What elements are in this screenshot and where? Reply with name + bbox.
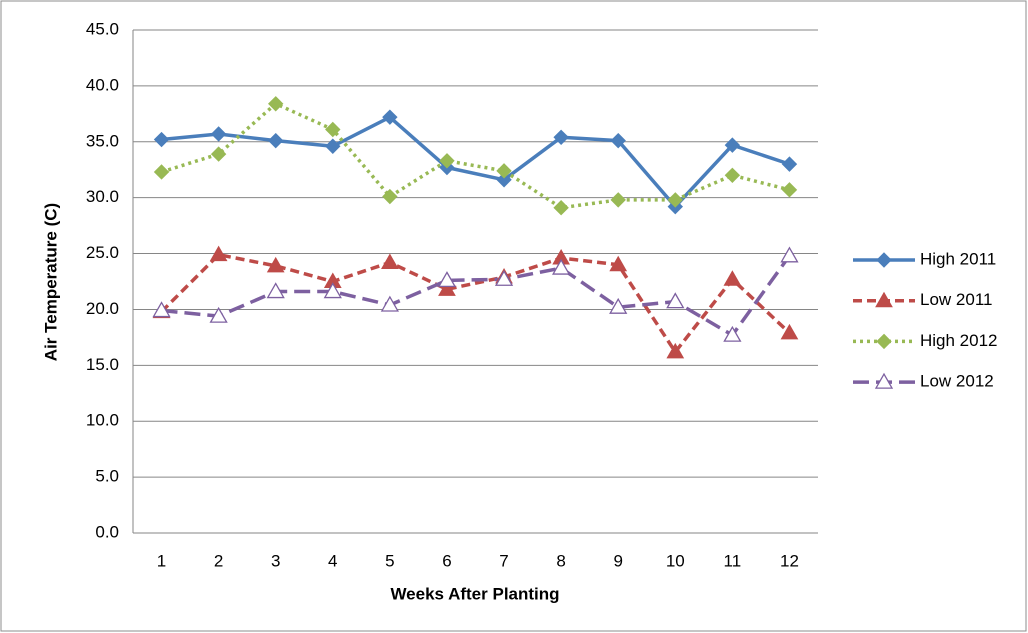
marker [439,153,455,169]
x-tick-label: 8 [556,551,565,570]
x-tick-label: 2 [214,551,223,570]
y-tick-label: 5.0 [95,467,119,486]
marker [325,121,341,138]
y-tick-label: 30.0 [86,187,119,206]
y-tick-label: 40.0 [86,75,119,94]
marker [723,325,742,342]
legend-label: Low 2012 [920,372,994,391]
marker [724,137,741,153]
marker [210,146,227,162]
y-tick-label: 25.0 [86,243,119,262]
marker [610,192,626,208]
marker [781,182,798,198]
x-tick-label: 12 [780,551,799,570]
y-tick-label: 35.0 [86,131,119,150]
marker [780,323,799,340]
x-tick-label: 10 [666,551,685,570]
marker [323,282,342,299]
marker [666,342,685,359]
x-tick-label: 11 [724,551,742,570]
marker [266,256,285,273]
marker [438,280,456,296]
x-tick-label: 9 [613,551,622,570]
marker [209,245,228,262]
marker [552,258,571,275]
marker [266,282,285,299]
y-tick-label: 15.0 [86,355,119,374]
marker [152,301,171,318]
y-tick-label: 20.0 [86,299,119,318]
marker [268,132,284,149]
marker [667,192,683,208]
marker [553,129,569,146]
series-line [161,254,791,337]
x-tick-label: 3 [271,551,280,570]
marker [382,109,398,125]
marker [781,156,798,172]
legend-marker [874,372,894,389]
marker [496,172,512,188]
y-axis-title: Air Temperature (C) [41,203,60,361]
x-tick-label: 6 [442,551,451,570]
x-axis-title: Weeks After Planting [390,584,559,603]
x-tick-label: 7 [499,551,508,570]
marker [609,297,628,314]
marker [380,295,399,312]
marker [610,132,626,149]
x-tick-label: 5 [385,551,394,570]
marker [553,200,569,216]
y-tick-label: 10.0 [86,411,119,430]
marker [382,188,398,205]
legend-marker [875,291,893,308]
y-tick-label: 0.0 [95,522,119,541]
marker [210,126,227,142]
marker [153,131,170,148]
marker [494,269,514,286]
marker [325,138,341,154]
y-tick-label: 45.0 [86,19,119,38]
marker [780,246,799,263]
x-tick-label: 1 [157,551,166,570]
series-line [161,102,790,210]
legend-label: Low 2011 [920,290,992,309]
marker [609,255,628,272]
legend-label: High 2012 [920,331,998,350]
marker [209,306,228,323]
marker [723,270,742,286]
x-tick-label: 4 [328,551,337,570]
legend-label: High 2011 [920,249,996,268]
marker [268,96,284,112]
marker [496,163,512,179]
legend-marker [876,333,892,350]
marker [381,253,399,269]
legend-marker [876,252,892,268]
marker [153,164,170,180]
marker [437,271,457,288]
series-line [160,252,791,354]
marker [724,167,741,184]
marker [666,292,685,309]
